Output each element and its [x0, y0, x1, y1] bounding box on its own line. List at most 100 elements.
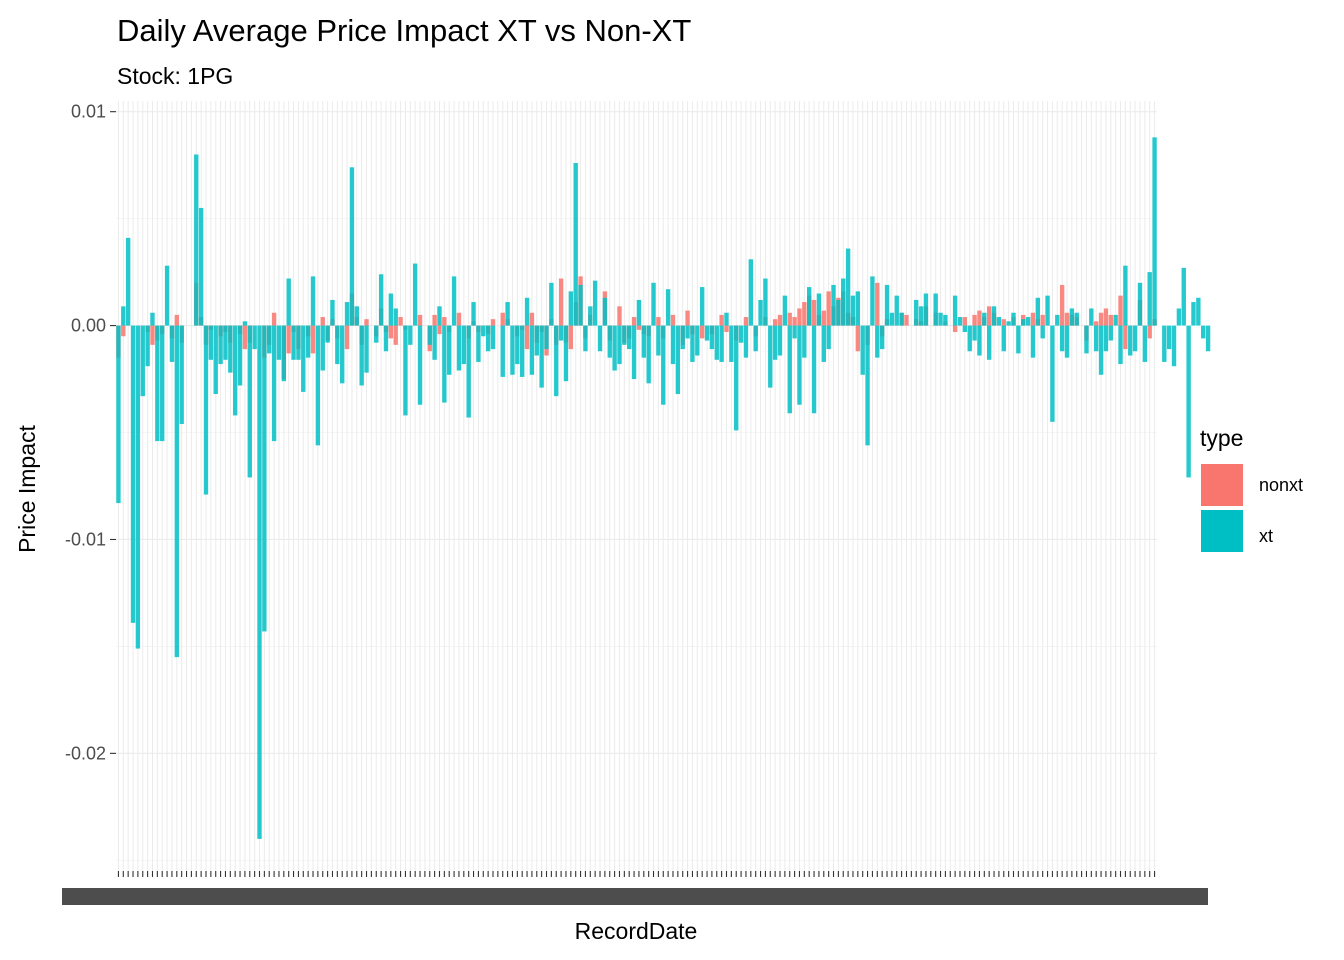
chart-subtitle: Stock: 1PG — [117, 63, 233, 89]
bar-xt — [447, 325, 452, 375]
bar-xt — [325, 325, 330, 343]
bar-xt — [247, 325, 252, 478]
bar-nonxt — [1123, 325, 1128, 350]
bar-xt — [729, 325, 734, 362]
bar-xt — [1132, 325, 1138, 352]
bar-xt — [1059, 325, 1065, 352]
bar-xt — [179, 325, 184, 424]
bar-nonxt — [1103, 308, 1109, 326]
bar-xt — [529, 325, 535, 375]
bar-nonxt — [524, 325, 530, 350]
bar-xt — [130, 325, 136, 623]
bar-xt — [627, 325, 632, 350]
bar-xt — [957, 317, 963, 326]
bar-xt — [515, 325, 520, 365]
legend-label-xt: xt — [1259, 526, 1273, 546]
bar-xt — [500, 325, 505, 377]
bar-xt — [850, 295, 856, 326]
bar-nonxt — [242, 325, 248, 350]
bar-nonxt — [529, 312, 535, 326]
legend-label-nonxt: nonxt — [1259, 475, 1303, 495]
bar-xt — [485, 325, 491, 352]
bar-xt — [631, 325, 637, 380]
bar-xt — [592, 280, 598, 326]
bar-xt — [583, 325, 588, 352]
bar-nonxt — [417, 314, 423, 326]
bar-nonxt — [344, 325, 350, 350]
bar-xt — [481, 325, 486, 337]
bar-nonxt — [1108, 314, 1113, 326]
bar-xt — [568, 291, 574, 326]
bar-nonxt — [875, 282, 880, 326]
x-axis — [62, 871, 1208, 905]
bar-xt — [1191, 302, 1196, 326]
bar-xt — [354, 306, 359, 326]
bar-xt — [364, 325, 369, 373]
bar-nonxt — [826, 291, 831, 326]
bar-xt — [388, 293, 394, 326]
bar-xt — [1108, 325, 1113, 341]
bar-xt — [1064, 325, 1070, 358]
bar-xt — [777, 325, 783, 356]
x-axis-title: RecordDate — [575, 918, 698, 944]
bar-nonxt — [656, 317, 661, 326]
bar-xt — [991, 306, 997, 326]
bar-xt — [335, 325, 340, 365]
bar-nonxt — [617, 306, 622, 326]
bar-nonxt — [699, 325, 705, 339]
legend-title: type — [1200, 425, 1243, 451]
bar-xt — [938, 312, 943, 326]
bar-xt — [203, 325, 209, 495]
bar-xt — [914, 299, 919, 326]
bar-xt — [933, 293, 938, 326]
bar-nonxt — [393, 325, 398, 345]
bar-xt — [597, 325, 603, 352]
bar-xt — [588, 306, 593, 326]
bar-xt — [135, 325, 141, 649]
bar-xt — [558, 325, 564, 341]
bar-xt — [758, 299, 763, 326]
legend-key-nonxt — [1199, 462, 1245, 508]
bar-nonxt — [432, 314, 437, 326]
bar-xt — [242, 321, 248, 326]
bar-nonxt — [787, 312, 792, 326]
bar-xt — [656, 325, 661, 356]
bar-nonxt — [442, 317, 447, 326]
bar-xt — [763, 278, 768, 326]
bar-nonxt — [286, 325, 291, 354]
bar-xt — [349, 167, 355, 326]
bar-xt — [271, 325, 277, 442]
bar-nonxt — [310, 325, 316, 354]
bar-xt — [471, 302, 476, 326]
bar-xt — [967, 325, 972, 352]
bar-xt — [1025, 317, 1031, 326]
bar-xt — [301, 325, 306, 392]
legend: type nonxt xt — [1199, 425, 1303, 554]
bar-nonxt — [962, 317, 968, 326]
bar-nonxt — [952, 325, 958, 332]
bar-xt — [884, 284, 890, 326]
bar-nonxt — [1059, 284, 1065, 326]
bar-xt — [918, 306, 924, 326]
bar-xt — [145, 325, 150, 367]
bar-nonxt — [797, 308, 802, 326]
bar-xt — [534, 325, 539, 356]
bar-xt — [150, 312, 155, 326]
bar-xt — [1186, 325, 1191, 478]
bar-xt — [665, 289, 671, 326]
bar-xt — [1137, 282, 1143, 326]
bar-nonxt — [568, 325, 574, 350]
bar-nonxt — [1030, 312, 1036, 326]
bar-xt — [709, 325, 715, 350]
bar-xt — [554, 325, 559, 397]
bar-xt — [879, 325, 885, 350]
bar-xt — [782, 295, 788, 326]
bar-xt — [1055, 314, 1060, 326]
bar-xt — [116, 325, 121, 504]
bar-xt — [1142, 325, 1148, 362]
bar-xt — [1030, 325, 1036, 358]
bar-nonxt — [271, 312, 277, 326]
bar-nonxt — [558, 278, 564, 326]
bar-xt — [412, 263, 418, 326]
bar-xt — [374, 325, 379, 343]
